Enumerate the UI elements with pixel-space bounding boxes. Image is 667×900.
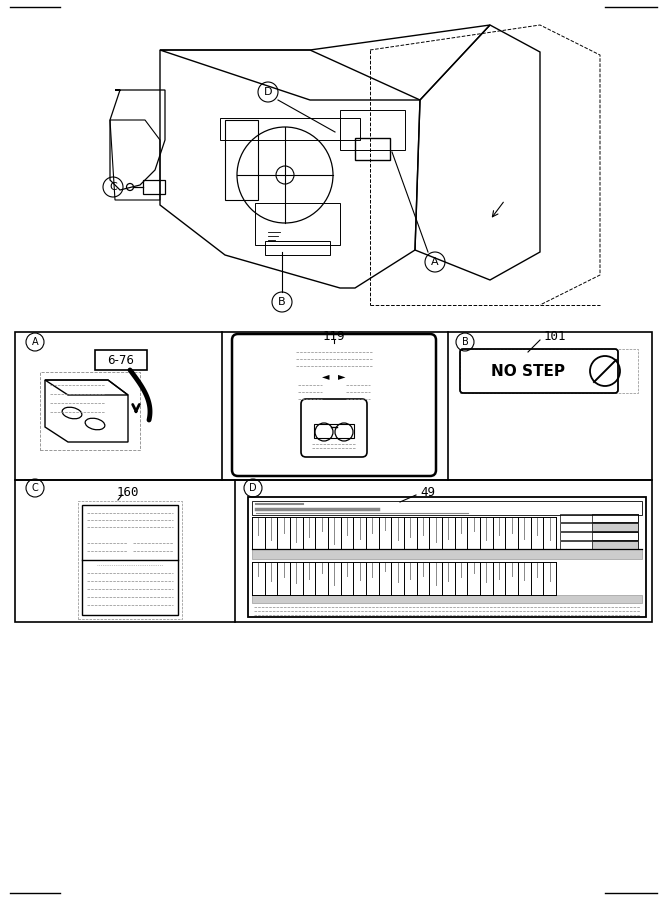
Bar <box>460 349 638 393</box>
Bar <box>220 118 360 140</box>
Bar <box>248 497 646 617</box>
Bar <box>252 595 642 603</box>
Text: 101: 101 <box>544 330 566 344</box>
Text: C: C <box>109 182 117 192</box>
Bar <box>560 523 638 531</box>
Bar <box>560 532 638 540</box>
Bar <box>252 501 642 515</box>
Bar <box>143 180 165 194</box>
Bar <box>560 541 638 549</box>
Text: B: B <box>462 337 468 347</box>
Bar <box>592 523 638 531</box>
Text: 160: 160 <box>117 485 139 499</box>
Text: 6-76: 6-76 <box>107 354 135 366</box>
Bar <box>252 549 642 559</box>
Bar <box>82 505 178 615</box>
Bar <box>340 110 405 150</box>
Bar <box>265 241 330 255</box>
Text: NO STEP: NO STEP <box>491 364 565 379</box>
Bar <box>15 332 652 480</box>
Text: 119: 119 <box>323 330 346 344</box>
Bar <box>78 501 182 619</box>
Bar <box>255 203 340 245</box>
Text: B: B <box>278 297 286 307</box>
Bar <box>592 532 638 540</box>
Text: D: D <box>249 483 257 493</box>
Bar <box>560 514 638 522</box>
Bar <box>592 541 638 549</box>
Bar <box>40 372 140 450</box>
Bar <box>314 424 354 438</box>
Text: A: A <box>431 257 439 267</box>
Bar <box>355 138 390 160</box>
Text: C: C <box>31 483 39 493</box>
Text: 49: 49 <box>420 485 436 499</box>
Bar <box>592 514 638 522</box>
Bar <box>15 480 652 622</box>
Text: ►: ► <box>338 371 346 381</box>
Bar <box>95 350 147 370</box>
Text: ◄: ◄ <box>322 371 329 381</box>
Text: A: A <box>32 337 38 347</box>
Text: D: D <box>263 87 272 97</box>
